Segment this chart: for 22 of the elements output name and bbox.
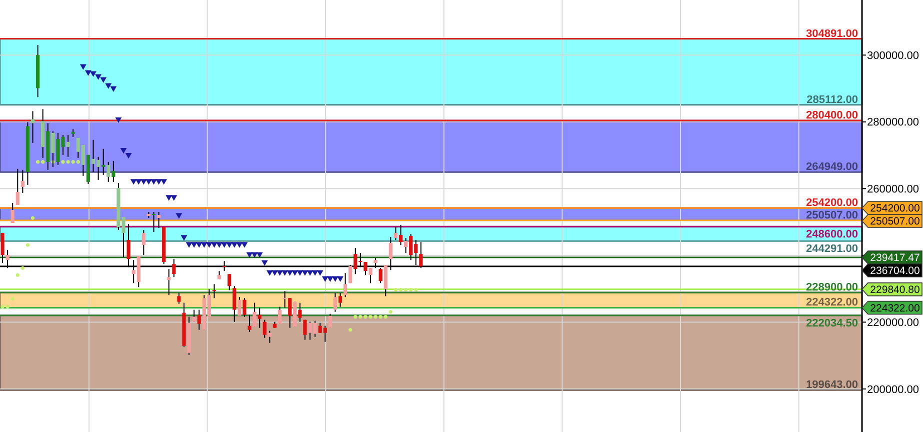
y-tick-label: 220000.00 bbox=[867, 317, 919, 330]
band-label: 244291.00 bbox=[806, 243, 858, 256]
y-tick-label: 300000.00 bbox=[867, 50, 919, 62]
ref-line-label: 248600.00 bbox=[806, 228, 858, 241]
y-tick-label: 200000.00 bbox=[867, 384, 919, 396]
ref-line-label: 224322.00 bbox=[870, 302, 920, 314]
band-label: 199643.00 bbox=[806, 379, 858, 392]
band-label: 250507.00 bbox=[806, 209, 858, 222]
ref-line-label: 222034.50 bbox=[806, 317, 858, 330]
ref-line-label: 254200.00 bbox=[806, 196, 858, 209]
ref-line-label: 229840.80 bbox=[870, 284, 920, 296]
ref-line-label: 304891.00 bbox=[806, 28, 858, 40]
band-label: 264949.00 bbox=[806, 161, 858, 174]
ref-line-label: 254200.00 bbox=[870, 202, 920, 215]
ref-line-label: 250507.00 bbox=[870, 216, 920, 228]
y-tick-label: 260000.00 bbox=[867, 183, 919, 196]
ref-line-label: 236704.00 bbox=[870, 265, 920, 278]
ref-line-label: 280400.00 bbox=[806, 110, 858, 122]
band-label: 285112.00 bbox=[806, 94, 858, 106]
band-label: 224322.00 bbox=[806, 296, 858, 309]
y-tick-label: 280000.00 bbox=[867, 116, 919, 129]
ref-line-label: 239417.47 bbox=[870, 252, 920, 264]
